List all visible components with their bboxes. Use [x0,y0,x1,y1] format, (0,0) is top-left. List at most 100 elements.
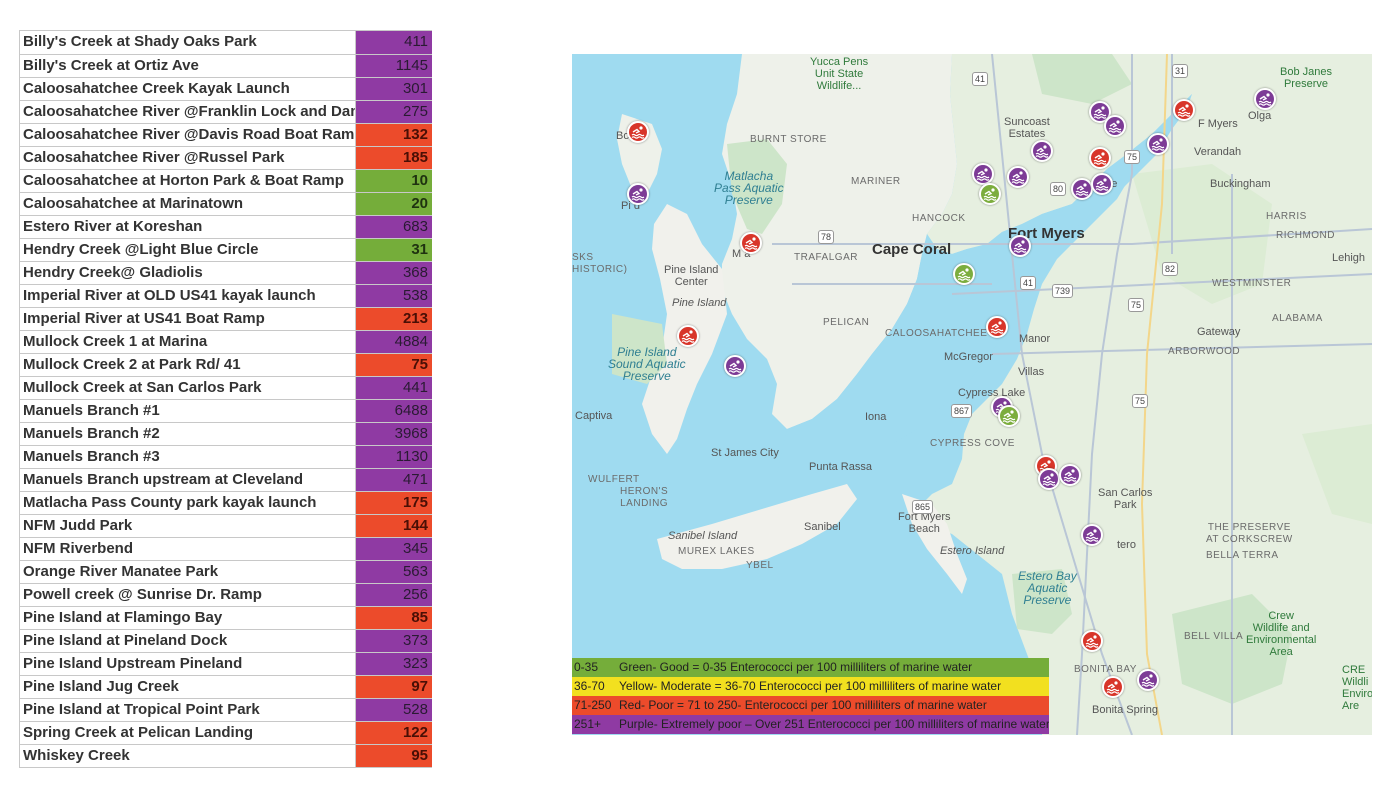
sample-site-marker[interactable] [1089,147,1111,169]
site-name: Pine Island Jug Creek [20,676,356,698]
table-row: NFM Riverbend 345 [20,538,432,561]
swimmer-icon [1063,469,1077,482]
sample-site-marker[interactable] [740,232,762,254]
enterococci-value: 97 [356,676,432,698]
site-name: Caloosahatchee River @Russel Park [20,147,356,169]
sample-site-marker[interactable] [1091,173,1113,195]
enterococci-value: 411 [356,31,432,54]
swimmer-icon [1011,171,1025,184]
swimmer-icon [1093,152,1107,165]
sample-site-marker[interactable] [998,405,1020,427]
site-name: Billy's Creek at Shady Oaks Park [20,31,356,54]
table-row: Matlacha Pass County park kayak launch 17… [20,492,432,515]
sample-site-marker[interactable] [627,183,649,205]
table-row: Estero River at Koreshan 683 [20,216,432,239]
site-name: Matlacha Pass County park kayak launch [20,492,356,514]
site-name: Manuels Branch #2 [20,423,356,445]
sample-site-marker[interactable] [1137,669,1159,691]
swimmer-icon [1095,178,1109,191]
sample-site-marker[interactable] [1104,115,1126,137]
table-row: Caloosahatchee Creek Kayak Launch 301 [20,78,432,101]
sample-site-marker[interactable] [724,355,746,377]
enterococci-value: 122 [356,722,432,744]
sample-site-marker[interactable] [1038,468,1060,490]
legend-item-red: 71-250 Red- Poor = 71 to 250- Enterococci… [572,696,1049,715]
table-row: Mullock Creek at San Carlos Park 441 [20,377,432,400]
label-harris: HARRIS [1266,211,1307,222]
label-cypress-cove: CYPRESS COVE [930,438,1015,449]
sample-site-marker[interactable] [1007,166,1029,188]
table-row: Spring Creek at Pelican Landing 122 [20,722,432,745]
label-estero-bay: Estero Bay Aquatic Preserve [1018,569,1077,607]
site-name: Estero River at Koreshan [20,216,356,238]
table-row: Imperial River at US41 Boat Ramp 213 [20,308,432,331]
site-name: Mullock Creek 1 at Marina [20,331,356,353]
sample-site-marker[interactable] [677,325,699,347]
label-matlacha-pass: Matlacha Pass Aquatic Preserve [714,169,784,207]
enterococci-value: 323 [356,653,432,675]
label-st-james-city: St James City [711,447,779,459]
sample-site-marker[interactable] [1089,101,1111,123]
enterococci-value: 683 [356,216,432,238]
sample-site-marker[interactable] [1081,524,1103,546]
map-basemap [612,54,1372,735]
sample-site-marker[interactable] [1071,178,1093,200]
label-crew: Crew Wildlife and Environmental Area [1246,610,1317,658]
swimmer-icon [990,321,1004,334]
sample-site-marker[interactable] [1254,88,1276,110]
road-shield: 739 [1052,284,1074,298]
sample-site-marker[interactable] [1009,235,1031,257]
label-buckingham: Buckingham [1210,178,1271,190]
legend-range: 251+ [574,717,602,731]
label-bell-villa: BELL VILLA [1184,631,1244,642]
table-row: Manuels Branch #2 3968 [20,423,432,446]
sample-site-marker[interactable] [1173,99,1195,121]
swimmer-icon [1035,145,1049,158]
label-the-preserve: THE PRESERVE AT CORKSCREW [1206,522,1293,545]
sample-site-marker[interactable] [986,316,1008,338]
sample-site-marker[interactable] [1147,133,1169,155]
site-name: Hendry Creek @Light Blue Circle [20,239,356,261]
label-ybel: YBEL [746,560,774,571]
label-verandah: Verandah [1194,146,1242,158]
swimmer-icon [1177,104,1191,117]
site-name: Imperial River at US41 Boat Ramp [20,308,356,330]
site-name: Pine Island at Tropical Point Park [20,699,356,721]
enterococci-value: 132 [356,124,432,146]
sample-site-marker[interactable] [953,263,975,285]
label-pine-island-sound: Pine Island Sound Aquatic Preserve [608,345,686,383]
sample-site-marker[interactable] [972,163,994,185]
label-bonita-bay: BONITA BAY [1074,664,1137,675]
sample-site-marker[interactable] [1031,140,1053,162]
table-row: Powell creek @ Sunrise Dr. Ramp 256 [20,584,432,607]
site-name: Manuels Branch #1 [20,400,356,422]
table-row: Manuels Branch upstream at Cleveland 471 [20,469,432,492]
label-olga: Olga [1248,110,1272,122]
water-quality-map[interactable]: Yucca Pens Unit State Wildlife... Bob Jane… [572,54,1372,735]
road-shield: 865 [912,500,934,514]
table-row: Whiskey Creek 95 [20,745,432,768]
sample-site-marker[interactable] [979,183,1001,205]
enterococci-value: 3968 [356,423,432,445]
label-lehigh: Lehigh [1332,252,1366,264]
label-murex-lakes: MUREX LAKES [678,546,755,557]
swimmer-icon [1141,674,1155,687]
sample-site-marker[interactable] [1081,630,1103,652]
sample-site-marker[interactable] [1059,464,1081,486]
label-westminster: WESTMINSTER [1212,278,1292,289]
sample-site-marker[interactable] [1102,676,1124,698]
site-name: NFM Judd Park [20,515,356,537]
table-row: Billy's Creek at Ortiz Ave 1145 [20,55,432,78]
road-shield: 41 [972,72,989,86]
table-row: Manuels Branch #3 1130 [20,446,432,469]
road-shield: 867 [951,404,973,418]
swimmer-icon [1085,635,1099,648]
enterococci-value: 538 [356,285,432,307]
label-punta-rassa: Punta Rassa [809,461,872,473]
label-bella-terra: BELLA TERRA [1206,550,1279,561]
table-row: Hendry Creek @Light Blue Circle 31 [20,239,432,262]
label-cre: CREWildliEnvironAre [1342,664,1372,712]
sample-site-marker[interactable] [627,121,649,143]
swimmer-icon [631,188,645,201]
table-row: Imperial River at OLD US41 kayak launch 5… [20,285,432,308]
